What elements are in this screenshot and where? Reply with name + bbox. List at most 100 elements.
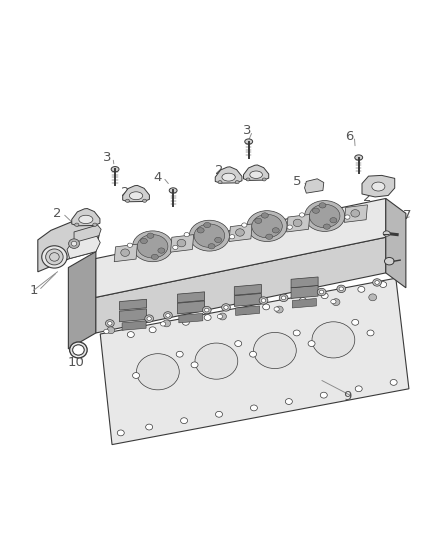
Ellipse shape bbox=[117, 430, 124, 436]
Ellipse shape bbox=[46, 249, 63, 265]
Ellipse shape bbox=[358, 286, 365, 292]
Text: 10: 10 bbox=[67, 356, 84, 369]
Ellipse shape bbox=[332, 298, 340, 305]
Ellipse shape bbox=[205, 308, 209, 312]
Ellipse shape bbox=[189, 220, 230, 251]
Ellipse shape bbox=[42, 246, 67, 268]
Polygon shape bbox=[386, 198, 406, 288]
Ellipse shape bbox=[293, 219, 302, 227]
Ellipse shape bbox=[138, 235, 168, 258]
Ellipse shape bbox=[197, 228, 204, 233]
Ellipse shape bbox=[317, 288, 326, 296]
Ellipse shape bbox=[151, 254, 158, 260]
Polygon shape bbox=[120, 299, 147, 310]
Ellipse shape bbox=[218, 181, 222, 184]
Ellipse shape bbox=[245, 139, 253, 144]
Ellipse shape bbox=[158, 248, 165, 253]
Ellipse shape bbox=[71, 241, 77, 246]
Ellipse shape bbox=[141, 238, 148, 244]
Ellipse shape bbox=[319, 203, 326, 208]
Ellipse shape bbox=[204, 222, 211, 228]
Ellipse shape bbox=[75, 223, 79, 227]
Ellipse shape bbox=[143, 199, 147, 203]
Ellipse shape bbox=[235, 181, 239, 184]
Ellipse shape bbox=[274, 307, 279, 311]
Ellipse shape bbox=[180, 418, 187, 424]
Polygon shape bbox=[68, 252, 96, 349]
Ellipse shape bbox=[286, 399, 292, 405]
Ellipse shape bbox=[169, 188, 177, 193]
Ellipse shape bbox=[355, 386, 362, 392]
Text: 2: 2 bbox=[121, 185, 129, 199]
Ellipse shape bbox=[111, 166, 119, 172]
Ellipse shape bbox=[129, 192, 143, 200]
Polygon shape bbox=[120, 309, 147, 322]
Ellipse shape bbox=[133, 373, 140, 378]
Ellipse shape bbox=[173, 245, 178, 249]
Ellipse shape bbox=[261, 213, 268, 218]
Text: 9: 9 bbox=[344, 390, 352, 403]
Ellipse shape bbox=[236, 229, 244, 236]
Ellipse shape bbox=[383, 231, 390, 236]
Ellipse shape bbox=[107, 327, 115, 334]
Ellipse shape bbox=[272, 228, 279, 233]
Ellipse shape bbox=[182, 319, 189, 325]
Ellipse shape bbox=[251, 405, 258, 411]
Polygon shape bbox=[234, 285, 261, 295]
Polygon shape bbox=[179, 313, 203, 323]
Ellipse shape bbox=[319, 290, 324, 294]
Ellipse shape bbox=[217, 314, 223, 319]
Polygon shape bbox=[244, 165, 269, 180]
Ellipse shape bbox=[147, 233, 154, 238]
Polygon shape bbox=[38, 216, 99, 272]
Ellipse shape bbox=[162, 320, 170, 327]
Ellipse shape bbox=[321, 293, 328, 298]
Ellipse shape bbox=[104, 329, 109, 334]
Text: 2: 2 bbox=[53, 207, 62, 220]
Ellipse shape bbox=[208, 244, 215, 249]
Ellipse shape bbox=[320, 392, 327, 398]
Ellipse shape bbox=[127, 332, 134, 337]
Ellipse shape bbox=[215, 411, 223, 417]
Ellipse shape bbox=[390, 379, 397, 385]
Ellipse shape bbox=[259, 297, 268, 304]
Text: 3: 3 bbox=[103, 151, 112, 164]
Polygon shape bbox=[74, 225, 101, 243]
Ellipse shape bbox=[339, 287, 343, 290]
Polygon shape bbox=[100, 278, 409, 445]
Polygon shape bbox=[177, 292, 205, 303]
Ellipse shape bbox=[369, 294, 377, 301]
Polygon shape bbox=[123, 185, 149, 202]
Ellipse shape bbox=[299, 297, 306, 303]
Ellipse shape bbox=[331, 300, 336, 304]
Polygon shape bbox=[229, 224, 252, 241]
Ellipse shape bbox=[242, 223, 247, 227]
Polygon shape bbox=[236, 306, 260, 316]
Ellipse shape bbox=[373, 279, 381, 286]
Ellipse shape bbox=[145, 315, 153, 322]
Ellipse shape bbox=[222, 304, 230, 311]
Ellipse shape bbox=[375, 280, 379, 284]
Ellipse shape bbox=[262, 178, 266, 181]
Ellipse shape bbox=[108, 321, 112, 325]
Ellipse shape bbox=[93, 223, 97, 227]
Ellipse shape bbox=[304, 200, 345, 231]
Ellipse shape bbox=[219, 313, 226, 320]
Ellipse shape bbox=[330, 217, 337, 223]
Polygon shape bbox=[292, 298, 316, 308]
Ellipse shape bbox=[70, 342, 87, 358]
Ellipse shape bbox=[73, 345, 84, 355]
Ellipse shape bbox=[252, 214, 283, 238]
Ellipse shape bbox=[255, 218, 262, 223]
Text: 2: 2 bbox=[363, 191, 372, 204]
Polygon shape bbox=[122, 321, 146, 330]
Ellipse shape bbox=[276, 306, 283, 313]
Ellipse shape bbox=[279, 294, 288, 302]
Ellipse shape bbox=[230, 235, 235, 239]
Ellipse shape bbox=[146, 424, 152, 430]
Text: 2: 2 bbox=[215, 164, 223, 177]
Text: 3: 3 bbox=[243, 124, 251, 138]
Ellipse shape bbox=[195, 343, 238, 379]
Ellipse shape bbox=[352, 319, 359, 325]
Ellipse shape bbox=[106, 320, 114, 327]
